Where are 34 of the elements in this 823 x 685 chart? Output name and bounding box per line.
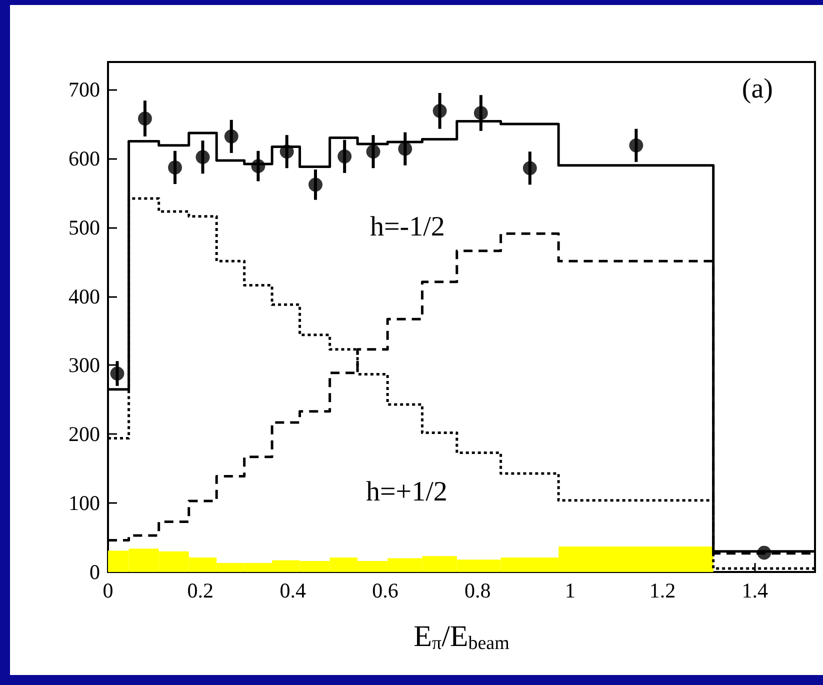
point [629, 138, 644, 152]
point [338, 149, 352, 164]
y-tick-label: 200 [68, 422, 100, 446]
point [280, 144, 294, 159]
annotation: h=-1/2 [370, 212, 445, 242]
x-tick-label: 1.4 [742, 578, 769, 602]
x-tick-label: 0.8 [464, 578, 491, 602]
annotation: (a) [742, 74, 773, 104]
x-tick-label: 0.4 [280, 578, 306, 602]
x-tick-label: 0.2 [187, 578, 214, 602]
y-tick-label: 600 [68, 146, 100, 170]
point [110, 366, 124, 381]
y-tick-label: 0 [90, 560, 100, 584]
point [251, 159, 266, 174]
y-tick-label: 400 [68, 284, 100, 308]
y-tick-label: 700 [68, 78, 100, 102]
y-tick-label: 500 [68, 215, 100, 240]
point [757, 546, 772, 560]
point [168, 160, 182, 174]
point [308, 178, 322, 192]
y-tick-label: 300 [68, 353, 100, 378]
x-tick-label: 0.6 [372, 578, 398, 602]
x-tick-label: 1 [564, 578, 576, 602]
point [474, 106, 488, 120]
point [366, 144, 380, 159]
y-tick-label: 100 [68, 491, 100, 516]
x-tick-label: 1.2 [649, 578, 676, 602]
point [398, 142, 412, 156]
point [224, 129, 238, 144]
point [432, 104, 447, 118]
point [522, 161, 537, 176]
annotation: h=+1/2 [366, 476, 448, 508]
point [196, 150, 210, 164]
point [138, 112, 152, 126]
